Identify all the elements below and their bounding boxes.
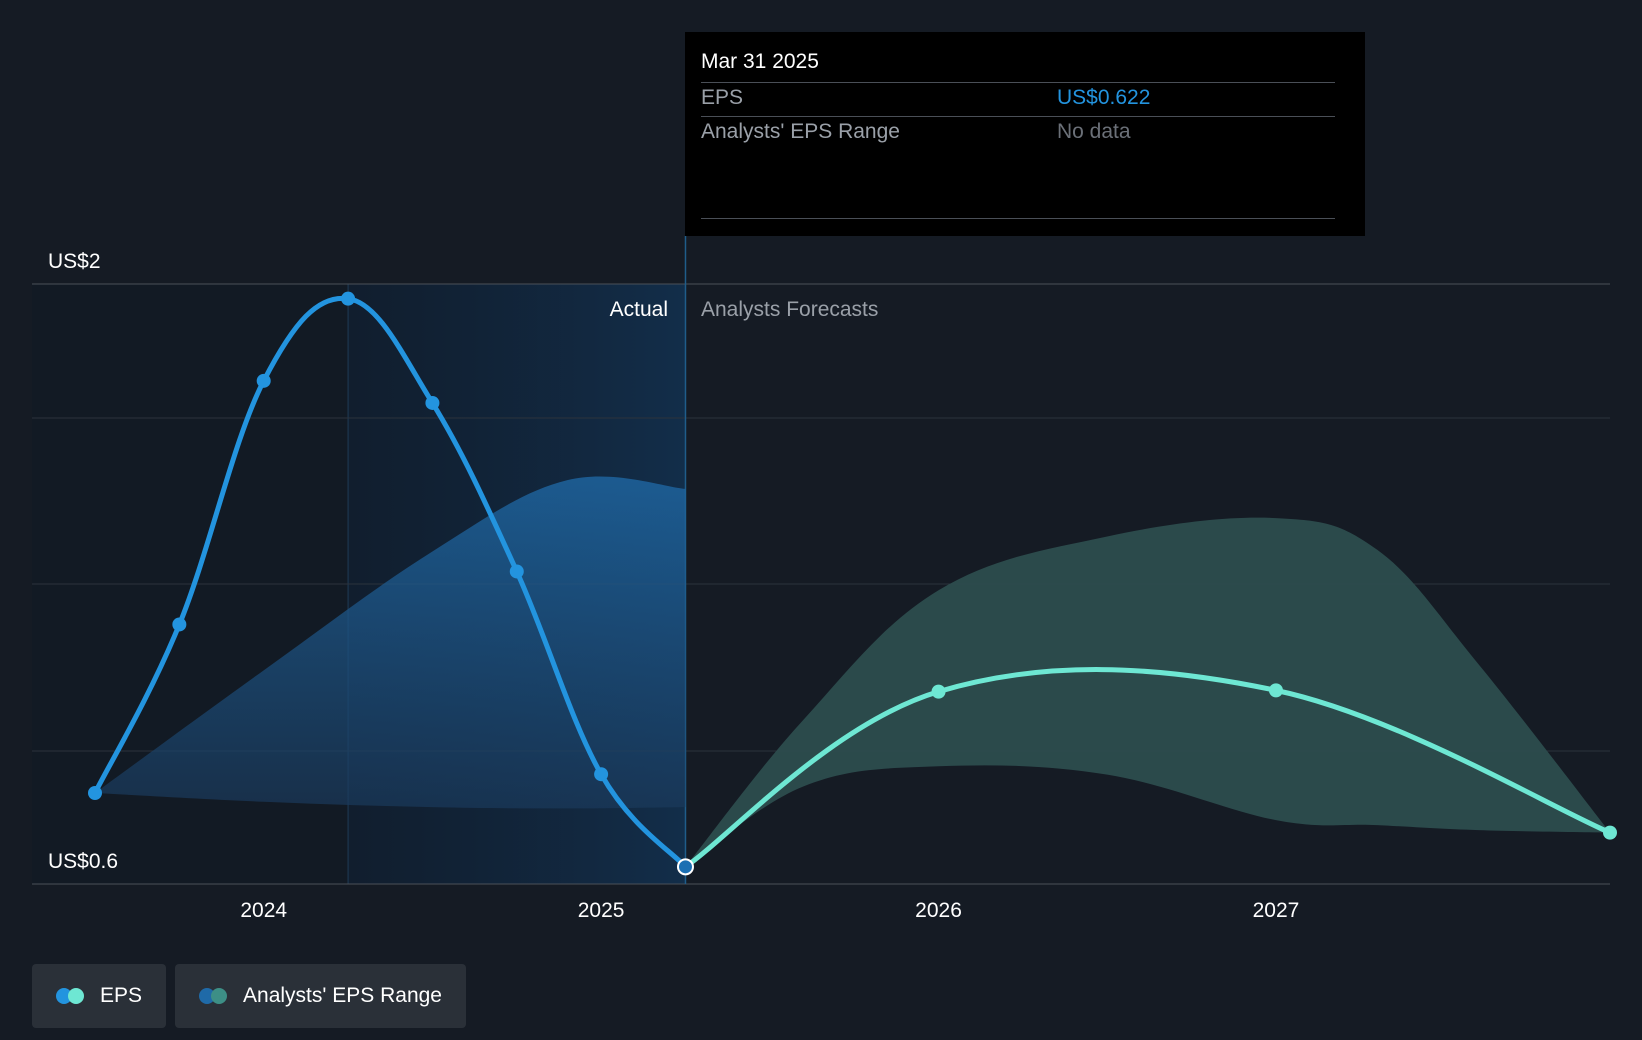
tooltip-range-label: Analysts' EPS Range	[701, 120, 900, 143]
eps-point-actual	[172, 617, 187, 632]
eps-point-actual	[88, 785, 102, 800]
legend-item-eps[interactable]: EPS	[32, 964, 167, 1028]
x-tick-label: 2026	[915, 899, 962, 922]
eps-point-actual	[256, 373, 271, 388]
eps-highlight-point	[676, 858, 694, 876]
legend-eps-range-label: Analysts' EPS Range	[243, 984, 442, 1007]
eps-line-forecast	[682, 667, 1613, 870]
eps-point-forecast	[1603, 825, 1617, 840]
x-tick-label: 2025	[578, 899, 625, 922]
legend-item-eps-range[interactable]: Analysts' EPS Range	[175, 964, 466, 1028]
x-tick-label: 2027	[1253, 899, 1300, 922]
eps-point-actual	[594, 767, 609, 782]
y-axis-bottom-label: US$0.6	[48, 850, 118, 873]
eps-range-swatch-icon	[199, 988, 229, 1004]
tooltip-range-value: No data	[1057, 120, 1131, 143]
eps-range-band-actual	[95, 476, 686, 809]
x-tick-label: 2024	[240, 899, 287, 922]
eps-point-forecast	[1268, 683, 1283, 698]
actual-section-label: Actual	[610, 298, 668, 321]
eps-point-actual	[509, 564, 524, 579]
eps-line-actual	[92, 295, 688, 870]
tooltip-divider	[701, 116, 1335, 117]
eps-range-band-forecast	[685, 517, 1610, 867]
eps-point-actual	[341, 291, 356, 306]
eps-swatch-icon	[56, 988, 86, 1004]
eps-point-forecast	[931, 684, 946, 699]
chart-legend: EPS Analysts' EPS Range	[32, 964, 466, 1028]
hover-tooltip: Mar 31 2025 EPS US$0.622 Analysts' EPS R…	[685, 32, 1365, 236]
eps-point-actual	[425, 395, 440, 410]
tooltip-divider	[701, 82, 1335, 83]
y-axis-top-label: US$2	[48, 250, 101, 273]
tooltip-eps-label: EPS	[701, 86, 744, 109]
forecast-section-label: Analysts Forecasts	[701, 298, 878, 321]
tooltip-date: Mar 31 2025	[701, 50, 819, 73]
tooltip-divider	[701, 218, 1335, 219]
tooltip-eps-value: US$0.622	[1057, 86, 1151, 109]
legend-eps-label: EPS	[100, 984, 143, 1007]
